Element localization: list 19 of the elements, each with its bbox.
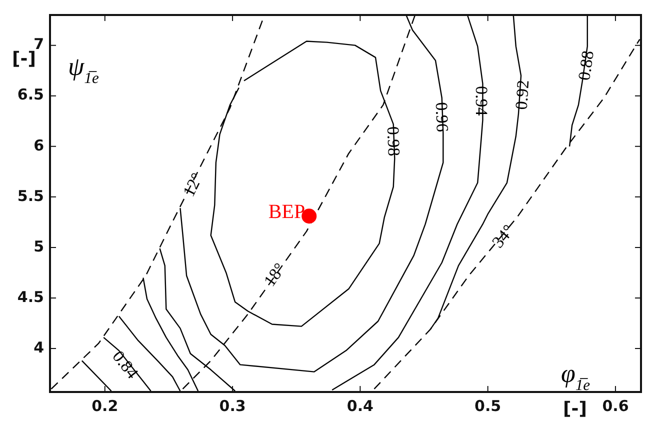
y-tick-label: 4.5 <box>17 288 44 306</box>
annotation: 34° <box>488 221 518 252</box>
x-tick-label: 0.4 <box>346 396 374 415</box>
y-tick-label: 4 <box>34 338 44 356</box>
x-tick-label: 0.2 <box>92 396 118 415</box>
x-tick-label: 0.5 <box>474 396 502 415</box>
y-tick-label: 6 <box>34 136 44 154</box>
x-tick-label: 0.3 <box>219 396 246 415</box>
y-tick-label: 6.5 <box>17 86 44 104</box>
text: [-] <box>12 48 36 70</box>
y-tick-label: 5.5 <box>17 186 44 205</box>
text: [-] <box>563 398 587 420</box>
annotation: 0.84 <box>108 347 142 383</box>
x-tick-label: 0.6 <box>602 396 629 415</box>
annotation: 18° <box>260 260 290 290</box>
series-label: BEP <box>268 201 306 224</box>
y-tick-label: 7 <box>34 35 44 54</box>
y-tick-label: 5 <box>34 237 44 256</box>
annotation: 0.94 <box>472 86 491 116</box>
